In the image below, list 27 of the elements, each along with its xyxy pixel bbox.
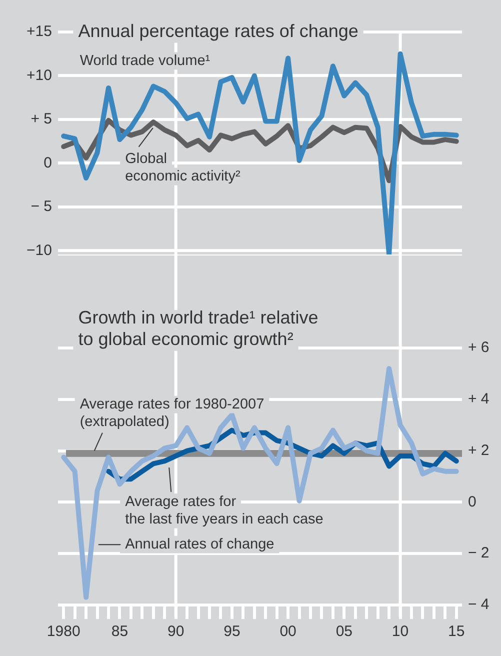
series-label: World trade volume¹	[80, 52, 210, 69]
x-tick-label: 15	[448, 623, 465, 640]
series-label: Global economic activity²	[125, 151, 240, 185]
ref-line-label: Average rates for 1980-2007 (extrapolated)	[80, 396, 264, 430]
y-tick-label: − 5	[30, 198, 52, 216]
chart-title: Growth in world trade¹ relative to global economic growth²	[78, 307, 318, 350]
x-tick-label: 90	[167, 623, 184, 640]
y-tick-label: + 5	[30, 110, 52, 128]
y-tick-label: 0	[44, 154, 52, 172]
x-tick-label: 00	[280, 623, 296, 640]
y-tick-label: 0	[468, 493, 476, 510]
x-tick-label: 95	[224, 623, 240, 640]
y-tick-label: −10	[26, 242, 52, 259]
x-tick-label: 1980	[46, 623, 80, 640]
x-tick-label: 10	[392, 623, 409, 640]
y-tick-label: +15	[26, 23, 52, 40]
y-tick-label: + 4	[468, 390, 490, 408]
y-tick-label: + 2	[468, 442, 490, 459]
chart-title: Annual percentage rates of change	[78, 20, 358, 41]
y-tick-label: +10	[26, 66, 52, 84]
series-label: Average rates for the last five years in each case	[125, 494, 324, 528]
y-tick-label: + 6	[468, 339, 490, 356]
x-tick-label: 05	[336, 623, 353, 640]
text: Annual rates of change	[125, 536, 274, 553]
y-tick-label: − 4	[468, 596, 490, 614]
y-tick-label: − 2	[468, 544, 490, 562]
x-tick-label: 85	[111, 623, 128, 640]
